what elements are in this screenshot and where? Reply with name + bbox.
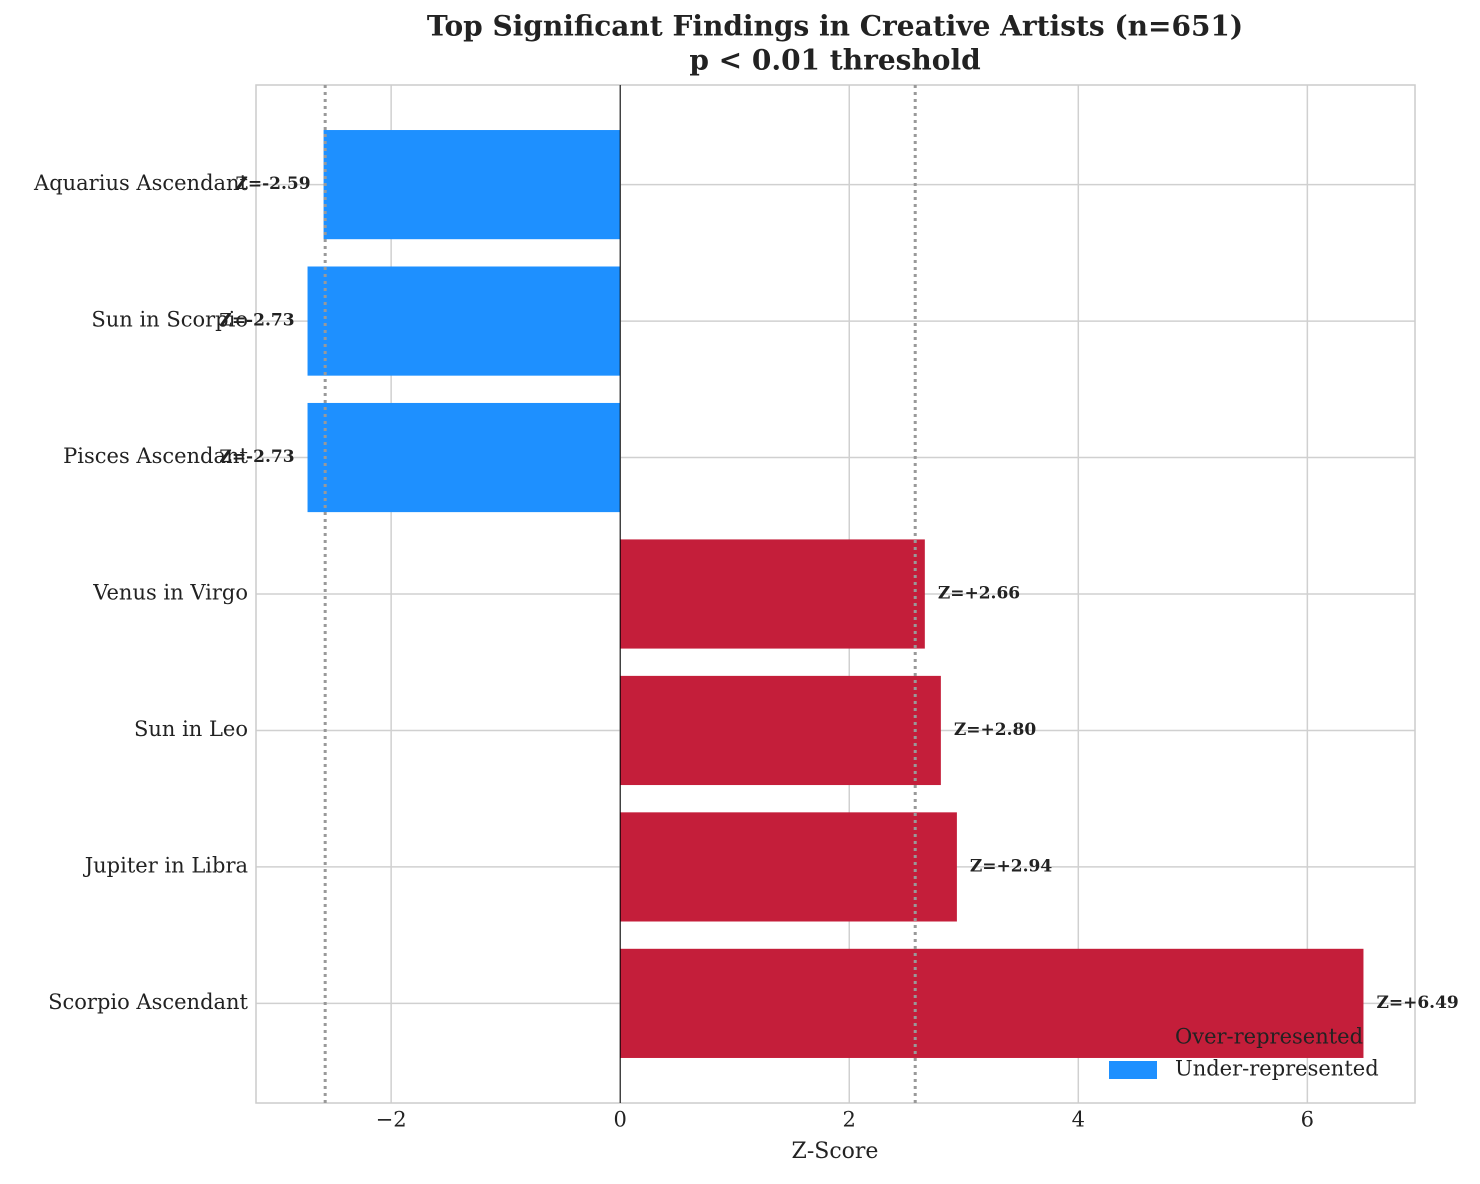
value-label: Z=-2.59: [235, 174, 310, 194]
y-tick-label: Sun in Leo: [134, 717, 248, 741]
y-tick-label: Jupiter in Libra: [83, 853, 248, 877]
value-label: Z=+2.94: [970, 856, 1052, 876]
x-axis-label: Z-Score: [792, 1139, 879, 1164]
y-tick-label: Venus in Virgo: [92, 581, 248, 605]
y-tick-label: Scorpio Ascendant: [48, 990, 248, 1014]
value-label: Z=+6.49: [1376, 993, 1458, 1013]
y-tick-label: Pisces Ascendant: [63, 444, 248, 468]
value-label: Z=+2.80: [954, 720, 1036, 740]
x-tick-label: −2: [376, 1108, 407, 1132]
legend-label: Under-represented: [1175, 1057, 1379, 1081]
bar: [620, 812, 957, 922]
legend-swatch: [1109, 1029, 1157, 1047]
bar: [620, 948, 1364, 1058]
x-tick-label: 4: [1072, 1108, 1085, 1132]
plot-frame: [255, 84, 1416, 1104]
x-tick-label: 6: [1301, 1108, 1314, 1132]
legend-label: Over-represented: [1175, 1025, 1363, 1049]
value-label: Z=-2.73: [219, 447, 294, 467]
x-tick-label: 0: [614, 1108, 627, 1132]
chart-title: Top Significant Findings in Creative Art…: [427, 10, 1243, 43]
bar: [620, 539, 925, 649]
y-tick-label: Aquarius Ascendant: [33, 171, 249, 195]
bar: [323, 130, 621, 240]
x-tick-label: 2: [843, 1108, 856, 1132]
value-label: Z=+2.66: [938, 584, 1020, 604]
bar: [307, 266, 621, 376]
bar: [620, 675, 941, 786]
y-tick-label: Sun in Scorpio: [91, 308, 248, 332]
bar: [307, 402, 621, 513]
chart-subtitle: p < 0.01 threshold: [689, 44, 980, 77]
value-label: Z=-2.73: [219, 311, 294, 331]
legend-swatch: [1109, 1061, 1157, 1079]
